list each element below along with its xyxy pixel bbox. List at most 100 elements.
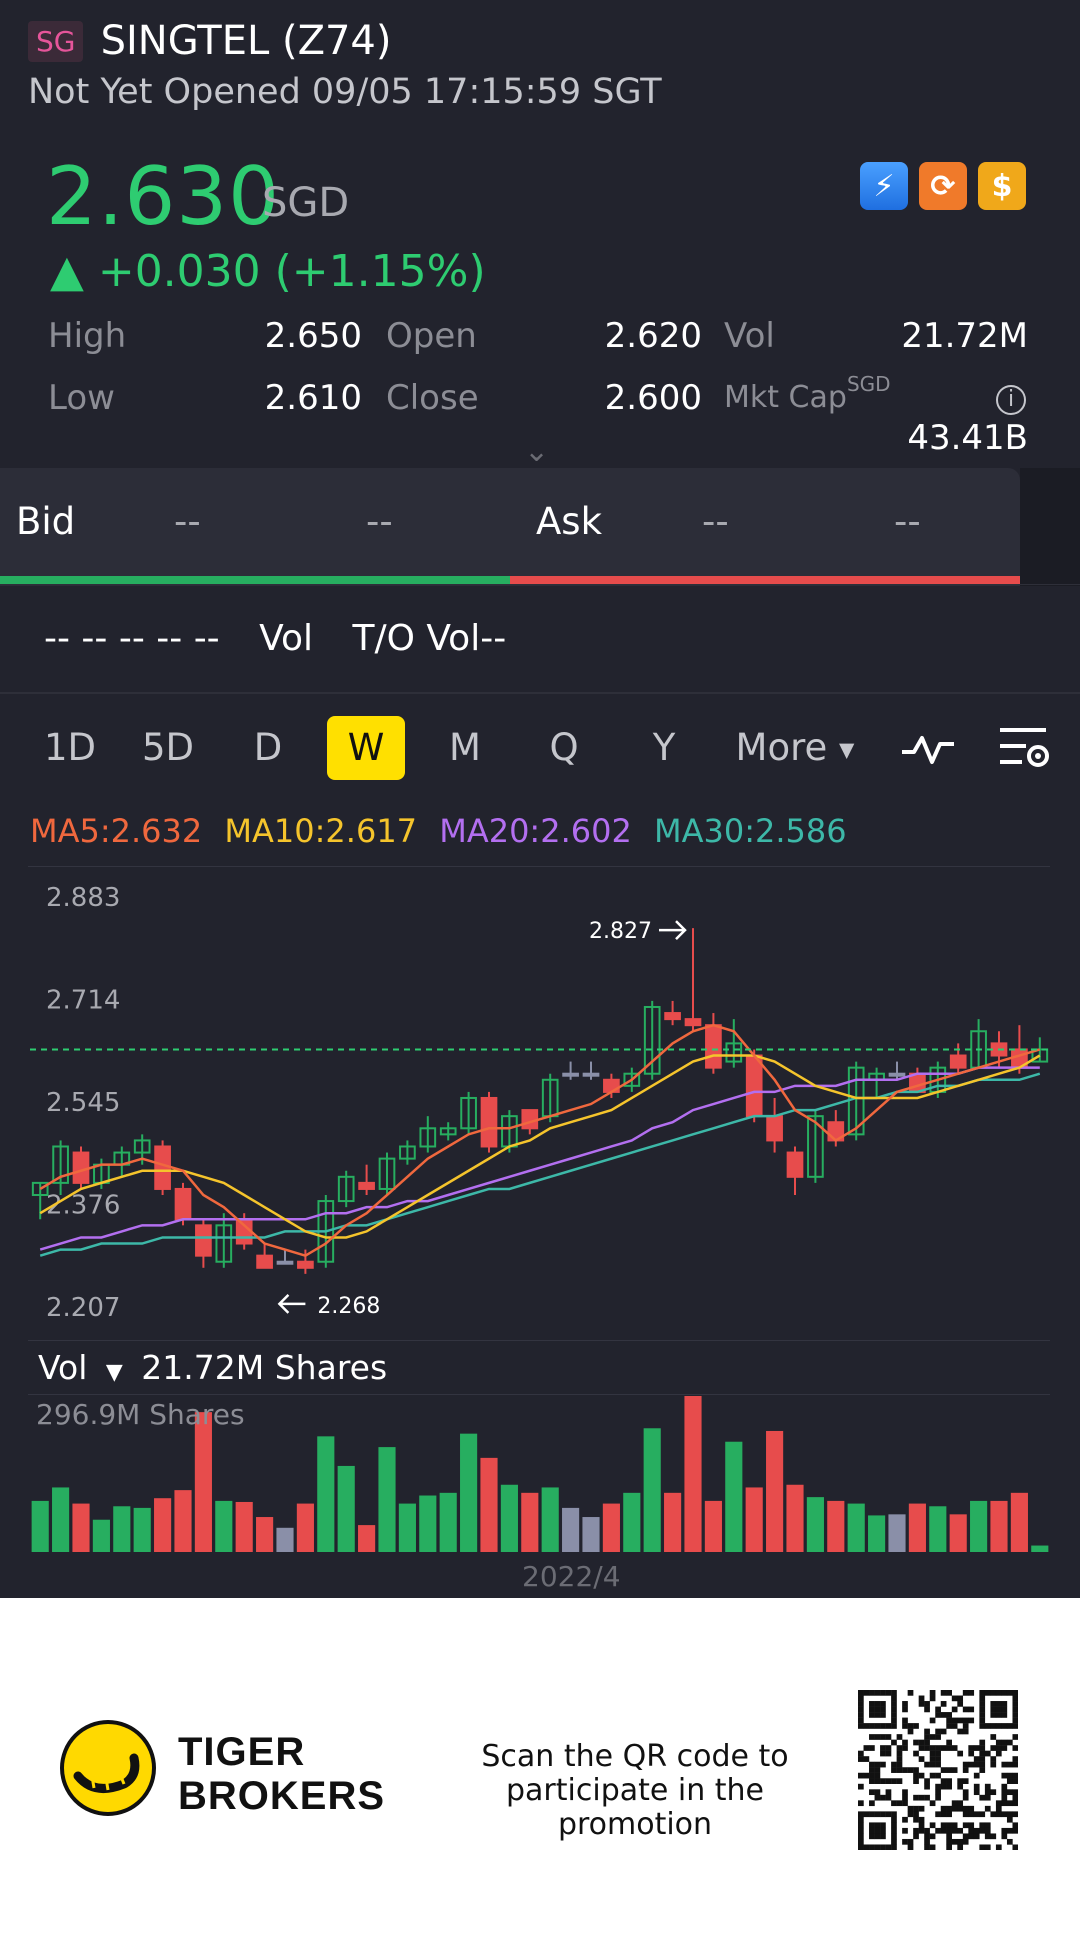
qr-module [979, 1761, 986, 1768]
candle-body [52, 1145, 69, 1184]
qr-module [929, 1756, 936, 1762]
qr-module [940, 1778, 947, 1784]
qr-module [858, 1723, 864, 1729]
qr-module [1006, 1690, 1013, 1696]
divider [0, 584, 1080, 585]
qr-module [979, 1717, 986, 1724]
arrow-right-icon [659, 920, 687, 941]
qr-module [962, 1728, 969, 1735]
qr-module [984, 1827, 991, 1834]
qr-module [1001, 1783, 1008, 1790]
volume-bar [562, 1507, 580, 1552]
qr-module [962, 1723, 969, 1729]
stock-symbol[interactable]: SINGTEL (Z74) [100, 18, 392, 64]
price-chart[interactable]: 2.883 2.714 2.545 2.376 2.207 2.827 2.268 [0, 866, 1080, 1566]
candle-body [358, 1181, 375, 1190]
qr-module [979, 1750, 986, 1757]
qr-module [907, 1767, 914, 1773]
qr-module [946, 1745, 952, 1751]
tab-month[interactable]: M [449, 726, 481, 769]
qr-code-icon[interactable] [858, 1690, 1018, 1850]
qr-module [858, 1827, 864, 1834]
high-label: High [48, 316, 127, 356]
qr-module [1012, 1789, 1018, 1796]
qr-module [869, 1706, 875, 1713]
scan-line1: Scan the QR code to [481, 1739, 789, 1774]
chart-settings-icon[interactable] [996, 722, 1052, 774]
qr-module [984, 1723, 991, 1729]
tick-vol-label: Vol [259, 618, 313, 659]
qr-module [1001, 1761, 1008, 1768]
qr-module [1012, 1756, 1018, 1762]
volume-bar [643, 1428, 661, 1552]
info-icon[interactable]: i [996, 384, 1026, 415]
qr-module [940, 1690, 947, 1696]
indicator-icon[interactable] [900, 722, 956, 774]
ma20-label: MA20:2.602 [439, 812, 632, 850]
qr-module [946, 1838, 952, 1845]
qr-module [973, 1745, 980, 1751]
volume-bar [970, 1500, 988, 1552]
volume-header[interactable]: Vol ▼ 21.72M Shares [38, 1348, 387, 1387]
qr-module [935, 1794, 941, 1801]
volume-bar [888, 1514, 906, 1552]
qr-module [885, 1794, 892, 1801]
qr-module [929, 1844, 936, 1850]
qr-module [990, 1690, 997, 1696]
qr-module [995, 1811, 1002, 1818]
candle-body [31, 1181, 49, 1197]
qr-module [869, 1800, 875, 1807]
qr-module [935, 1783, 941, 1790]
qr-module [940, 1745, 947, 1751]
qr-module [973, 1811, 980, 1818]
qr-module [869, 1822, 875, 1829]
qr-module [929, 1750, 936, 1757]
qr-module [1001, 1789, 1008, 1796]
tab-week[interactable]: W [327, 716, 405, 780]
tab-day[interactable]: D [253, 726, 283, 769]
tab-5d[interactable]: 5D [141, 726, 195, 769]
volume-bar [500, 1484, 518, 1552]
qr-module [951, 1695, 958, 1702]
qr-module [946, 1739, 952, 1746]
qr-module [1006, 1789, 1013, 1796]
qr-module [968, 1805, 975, 1812]
qr-module [891, 1712, 897, 1718]
ask-label: Ask [536, 500, 603, 543]
qr-module [957, 1783, 964, 1790]
qr-module [984, 1805, 991, 1812]
volume-bar [725, 1441, 743, 1552]
qr-module [984, 1844, 991, 1850]
qr-module [885, 1734, 892, 1740]
qr-module [924, 1701, 930, 1707]
candle-body [195, 1224, 212, 1257]
margin-loop-icon[interactable]: ⟳ [919, 162, 967, 210]
divider [28, 1394, 1050, 1395]
dollar-icon[interactable]: $ [978, 162, 1026, 210]
date-label: 2022/4 [522, 1560, 621, 1593]
qr-module [1006, 1772, 1013, 1779]
qr-module [935, 1712, 941, 1718]
chevron-down-icon[interactable]: ⌄ [524, 434, 550, 469]
qr-module [962, 1717, 969, 1724]
tab-quarter[interactable]: Q [549, 726, 579, 769]
qr-module [863, 1690, 870, 1696]
qr-module [891, 1706, 897, 1713]
volume-bar [133, 1507, 151, 1552]
tab-1d[interactable]: 1D [43, 726, 97, 769]
mktcap-currency: SGD [846, 372, 891, 396]
qr-module [929, 1717, 936, 1724]
volume-bar [664, 1492, 682, 1552]
qr-module [968, 1717, 975, 1724]
candle-body [276, 1260, 294, 1265]
qr-module [885, 1811, 892, 1818]
candle-body [705, 1024, 722, 1069]
tab-year[interactable]: Y [652, 726, 676, 769]
more-dropdown[interactable]: More ▼ [730, 716, 860, 780]
qr-module [990, 1701, 997, 1707]
candle-body [174, 1187, 192, 1221]
qr-module [990, 1756, 997, 1762]
market-status: Not Yet Opened 09/05 17:15:59 SGT [28, 72, 662, 112]
lightning-level1-icon[interactable]: ⚡ [860, 162, 908, 210]
qr-module [924, 1838, 930, 1845]
